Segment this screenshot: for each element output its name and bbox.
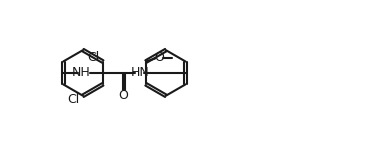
- Text: O: O: [118, 89, 128, 102]
- Text: O: O: [154, 51, 164, 64]
- Text: Cl: Cl: [87, 51, 99, 64]
- Text: NH: NH: [72, 66, 91, 79]
- Text: HN: HN: [130, 66, 149, 79]
- Text: Cl: Cl: [67, 93, 79, 106]
